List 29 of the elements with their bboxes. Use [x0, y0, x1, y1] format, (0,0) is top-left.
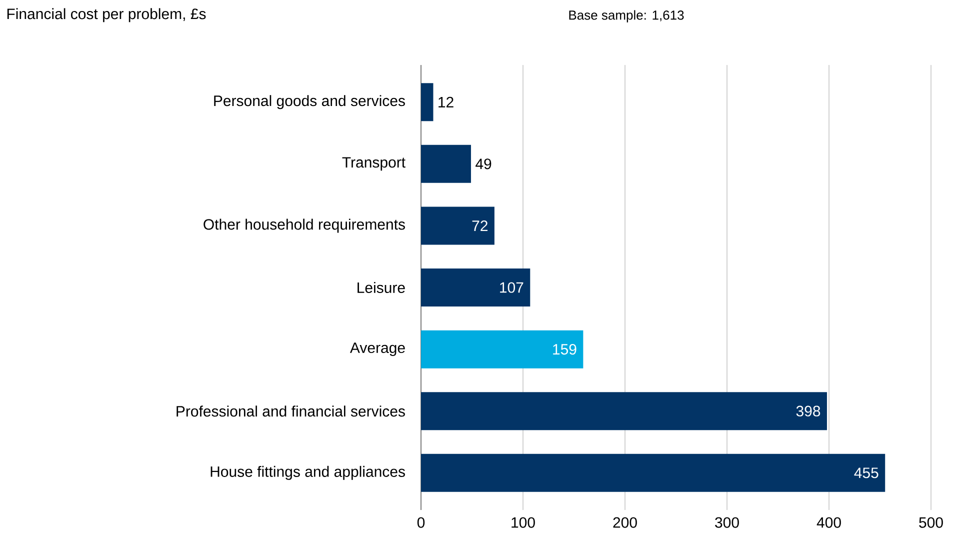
bar [421, 330, 584, 368]
y-tick-label: House fittings and appliances [210, 466, 405, 480]
x-tick-label: 300 [715, 517, 739, 528]
x-tick-label: 500 [919, 517, 943, 528]
bar [421, 83, 434, 122]
bar [421, 144, 471, 183]
x-tick-label: 400 [816, 517, 841, 528]
bar [421, 454, 886, 492]
data-label: 107 [500, 282, 524, 293]
y-tick-label: Personal goods and services [214, 95, 405, 110]
data-label: 12 [438, 96, 454, 108]
bar [421, 206, 494, 245]
bar [421, 268, 530, 307]
data-label: 72 [472, 220, 488, 231]
y-tick-label: Average [350, 342, 405, 356]
y-tick-label: Professional and financial services [176, 406, 405, 417]
text: Base sample: 1,613 [569, 10, 684, 22]
bar [421, 392, 827, 430]
y-tick-label: Leisure [358, 282, 405, 294]
x-tick-label: 100 [512, 517, 535, 528]
data-label: 398 [796, 406, 820, 416]
x-tick-label: 200 [613, 517, 637, 528]
y-tick-label: Transport [342, 157, 406, 171]
x-tick-label: 0 [417, 517, 425, 528]
data-label: 159 [553, 344, 576, 355]
data-label: 49 [476, 158, 492, 170]
y-tick-label: Other household requirements [204, 218, 405, 233]
data-label: 455 [854, 468, 878, 478]
text: Financial cost per problem, £s [7, 8, 206, 22]
